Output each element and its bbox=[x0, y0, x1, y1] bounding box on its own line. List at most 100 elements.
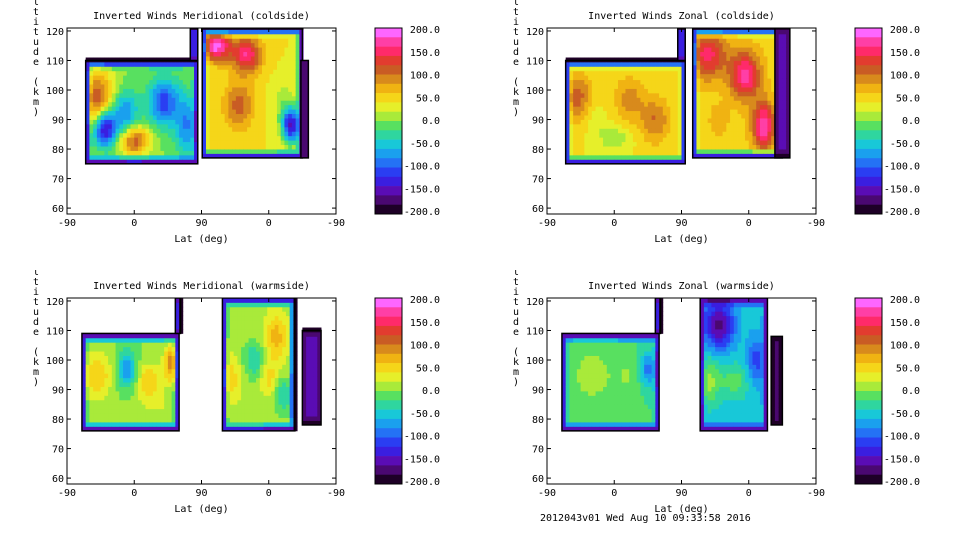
contour-cell bbox=[93, 150, 98, 156]
contour-cell bbox=[666, 132, 671, 138]
contour-cell bbox=[302, 349, 307, 355]
contour-cell bbox=[282, 342, 287, 348]
contour-cell bbox=[625, 154, 630, 160]
contour-cell bbox=[123, 360, 128, 365]
contour-cell bbox=[569, 346, 574, 352]
contour-cell bbox=[778, 135, 783, 141]
contour-cell bbox=[774, 135, 780, 141]
contour-cell bbox=[606, 154, 611, 160]
contour-cell bbox=[265, 153, 270, 159]
contour-cell bbox=[250, 33, 255, 39]
contour-cell bbox=[141, 417, 146, 423]
contour-cell bbox=[737, 95, 742, 101]
contour-cell bbox=[259, 324, 264, 330]
contour-cell bbox=[677, 115, 682, 120]
contour-cell bbox=[235, 42, 241, 48]
contour-cell bbox=[707, 69, 712, 75]
contour-cell bbox=[111, 141, 116, 147]
contour-cell bbox=[269, 144, 274, 150]
region-outline bbox=[81, 332, 180, 432]
contour-cell bbox=[126, 382, 131, 387]
contour-cell bbox=[278, 311, 283, 317]
contour-cell bbox=[274, 333, 279, 339]
contour-cell bbox=[313, 389, 318, 395]
contour-cell bbox=[730, 69, 735, 75]
x-axis-label: Lat (deg) bbox=[174, 234, 228, 245]
contour-cell bbox=[304, 113, 309, 119]
contour-cell bbox=[190, 106, 195, 112]
contour-cell bbox=[85, 364, 90, 370]
contour-cell bbox=[289, 408, 294, 414]
contour-cell bbox=[171, 404, 176, 410]
contour-cell bbox=[141, 84, 146, 89]
contour-cell bbox=[313, 393, 318, 399]
contour-cell bbox=[244, 351, 249, 356]
contour-cell bbox=[175, 106, 180, 112]
contour-cell bbox=[576, 417, 582, 423]
contour-cell bbox=[659, 75, 664, 81]
contour-cell bbox=[621, 137, 626, 143]
contour-cell bbox=[262, 144, 267, 150]
contour-cell bbox=[565, 364, 570, 370]
contour-cell bbox=[254, 153, 259, 159]
contour-cell bbox=[692, 135, 697, 141]
contour-cell bbox=[130, 364, 135, 370]
contour-cell bbox=[565, 66, 570, 72]
contour-cell bbox=[759, 87, 765, 92]
contour-cell bbox=[711, 56, 716, 61]
contour-cell bbox=[733, 28, 738, 30]
contour-cell bbox=[145, 391, 150, 396]
contour-cell bbox=[115, 368, 120, 374]
contour-cell bbox=[190, 128, 195, 134]
contour-cell bbox=[108, 342, 113, 348]
contour-cell bbox=[85, 132, 90, 138]
contour-cell bbox=[119, 128, 124, 134]
contour-cell bbox=[317, 340, 322, 346]
contour-cell bbox=[584, 84, 589, 89]
contour-cell bbox=[213, 100, 218, 106]
contour-cell bbox=[270, 324, 276, 330]
contour-cell bbox=[304, 60, 309, 66]
contour-cell bbox=[209, 29, 214, 35]
contour-cell bbox=[267, 351, 272, 356]
contour-cell bbox=[259, 373, 264, 379]
contour-cell bbox=[707, 118, 712, 123]
contour-cell bbox=[629, 159, 634, 165]
contour-cell bbox=[270, 368, 276, 374]
contour-cell bbox=[565, 146, 570, 151]
contour-cell bbox=[632, 159, 638, 165]
contour-cell bbox=[584, 426, 589, 432]
contour-cell bbox=[252, 342, 257, 348]
contour-cell bbox=[610, 154, 615, 160]
contour-cell bbox=[141, 373, 146, 379]
contour-cell bbox=[202, 131, 207, 137]
contour-cell bbox=[584, 377, 589, 383]
contour-cell bbox=[752, 118, 757, 123]
contour-cell bbox=[258, 91, 263, 97]
contour-cell bbox=[786, 29, 791, 35]
contour-cell bbox=[123, 75, 128, 81]
contour-cell bbox=[265, 140, 270, 146]
contour-cell bbox=[258, 51, 263, 57]
contour-cell bbox=[707, 82, 712, 88]
contour-cell bbox=[137, 92, 143, 98]
contour-cell bbox=[126, 342, 131, 348]
contour-cell bbox=[152, 377, 158, 383]
contour-cell bbox=[182, 150, 187, 156]
contour-cell bbox=[692, 140, 697, 146]
contour-cell bbox=[617, 106, 623, 112]
contour-cell bbox=[726, 122, 731, 128]
contour-cell bbox=[280, 73, 285, 79]
contour-cell bbox=[235, 91, 241, 97]
contour-cell bbox=[774, 38, 780, 44]
contour-cell bbox=[718, 82, 723, 88]
contour-cell bbox=[235, 122, 241, 128]
contour-cell bbox=[748, 38, 753, 44]
contour-cell bbox=[573, 61, 578, 67]
contour-cell bbox=[309, 371, 314, 377]
contour-cell bbox=[644, 115, 649, 120]
contour-cell bbox=[93, 92, 98, 98]
contour-cell bbox=[269, 28, 274, 30]
contour-cell bbox=[285, 413, 291, 418]
contour-cell bbox=[119, 395, 124, 401]
